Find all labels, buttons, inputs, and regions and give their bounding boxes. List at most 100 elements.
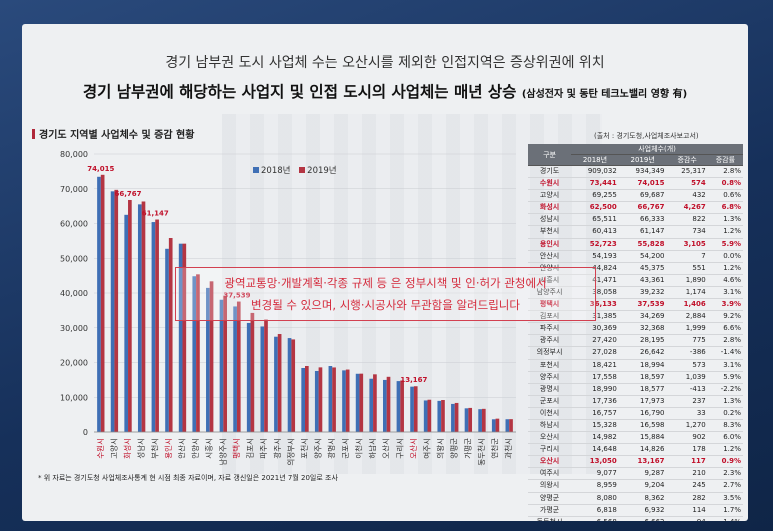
table-body: 경기도 909,032 934,349 25,317 2.8% 수원시 73,441 74,0… (528, 165, 743, 521)
table-cell-v2019: 16,790 (618, 407, 667, 420)
x-tick-label: 의왕시 (435, 438, 445, 459)
table-row: 군포시 17,736 17,973 237 1.3% (528, 395, 743, 408)
data-label: 37,539 (223, 292, 250, 300)
y-tick-label: 60,000 (60, 220, 88, 229)
bar-2018 (491, 419, 496, 432)
table-row: 남양주시 38,058 39,232 1,174 3.1% (528, 286, 743, 300)
disclaimer-line-1: 광역교통망·개발계획·각종 규제 등 은 정부시책 및 인·허가 관청에서 (224, 276, 547, 290)
table-cell-diff: 245 (666, 479, 708, 493)
y-tick-label: 10,000 (60, 393, 88, 402)
x-tick-label: 광명시 (326, 438, 336, 459)
bar-2019 (236, 301, 241, 432)
table-cell-v2018: 27,420 (571, 334, 619, 348)
table-row: 오산시 13,050 13,167 117 0.9% (528, 455, 743, 469)
chart-title-text: 경기도 지역별 사업체수 및 증감 현황 (39, 130, 195, 141)
header-line-2-text: 경기 남부권에 해당하는 사업지 및 인접 도시의 사업체는 매년 상승 (82, 83, 517, 101)
x-tick-label: 수원시 (96, 438, 105, 459)
table-cell-v2019: 9,287 (618, 467, 667, 481)
bar-2018 (396, 381, 401, 432)
table-cell-rate: -1.4% (707, 346, 743, 360)
table-cell-region: 경기도 (528, 165, 572, 179)
table-row: 여주시 9,077 9,287 210 2.3% (528, 467, 743, 481)
table-cell-rate: 5.9% (707, 238, 743, 251)
table-cell-v2019: 13,167 (618, 455, 667, 469)
bar-2018 (219, 299, 224, 432)
x-tick-label: 광주시 (272, 438, 282, 459)
bar-2019 (318, 367, 323, 432)
table-cell-diff: 117 (666, 455, 708, 469)
bar-2019 (196, 274, 200, 432)
bar-2018 (464, 408, 469, 432)
table-cell-diff: 734 (666, 225, 708, 239)
table-row: 용인시 52,723 55,828 3,105 5.9% (528, 238, 743, 251)
table-cell-rate: 1.4% (707, 516, 743, 521)
y-tick-label: 0 (83, 428, 88, 437)
table-row: 부천시 60,413 61,147 734 1.2% (528, 225, 743, 239)
x-tick-label: 안산시 (176, 438, 186, 459)
table-cell-region: 포천시 (528, 359, 572, 372)
table-cell-diff: 282 (666, 492, 708, 505)
table-cell-region: 시흥시 (528, 274, 572, 287)
table-cell-rate: 8.3% (707, 419, 743, 433)
table-cell-region: 구리시 (528, 443, 572, 457)
table-row: 광명시 18,990 18,577 -413 -2.2% (528, 383, 743, 396)
table-cell-region: 화성시 (528, 201, 572, 215)
table-cell-region: 오산시 (528, 455, 572, 469)
table-cell-diff: 551 (666, 262, 708, 275)
bar-2019 (495, 418, 500, 432)
table-cell-v2018: 69,255 (571, 189, 619, 203)
x-tick-label: 평택시 (231, 438, 241, 459)
table-cell-v2018: 18,990 (571, 383, 619, 396)
table-cell-rate: 0.6% (707, 189, 743, 203)
table-cell-diff: 3,105 (666, 238, 708, 251)
table-cell-v2018: 36,133 (571, 298, 619, 312)
table-cell-v2018: 62,500 (571, 201, 619, 215)
bar-2018 (437, 400, 442, 432)
table-cell-region: 이천시 (528, 407, 572, 420)
y-tick-label: 30,000 (60, 324, 88, 333)
bar-2018 (355, 373, 360, 432)
table-row: 구리시 14,648 14,826 178 1.2% (528, 443, 743, 457)
table-cell-rate: 0.8% (707, 177, 743, 191)
legend-label-2018: 2018년 (261, 166, 291, 176)
table-row: 시흥시 41,471 43,361 1,890 4.6% (528, 274, 743, 287)
bar-2018 (137, 204, 142, 432)
table-cell-v2018: 73,441 (571, 177, 619, 191)
bar-2019 (400, 380, 404, 432)
table-cell-v2018: 13,050 (571, 455, 619, 469)
table-cell-diff: -386 (666, 346, 708, 360)
table-cell-rate: 3.1% (707, 359, 743, 372)
table-cell-v2018: 8,959 (571, 479, 619, 493)
x-tick-label: 오산시 (408, 438, 418, 459)
table-head-region: 구분 (528, 144, 572, 166)
table-cell-region: 남양주시 (528, 286, 572, 300)
table-head-diff: 증감수 (666, 154, 708, 166)
bar-2018 (233, 306, 237, 432)
x-tick-label: 군포시 (341, 438, 350, 459)
table-cell-v2018: 41,471 (571, 274, 619, 287)
table-row: 수원시 73,441 74,015 574 0.8% (528, 177, 743, 191)
bar-2018 (451, 403, 455, 432)
table-cell-rate: 1.2% (707, 262, 743, 275)
table-cell-rate: 9.2% (707, 310, 743, 324)
table-cell-diff: 178 (666, 443, 708, 457)
y-tick-label: 80,000 (60, 150, 88, 159)
table-row: 동두천시6,5686,662941.4% (528, 516, 743, 521)
bar-2018 (478, 409, 482, 432)
x-tick-label: 시흥시 (204, 438, 214, 459)
data-label: 74,015 (87, 165, 114, 173)
x-tick-label: 동두천시 (476, 438, 486, 466)
table-row: 안산시 54,193 54,200 7 0.0% (528, 250, 743, 263)
table-cell-diff: 1,174 (666, 286, 708, 300)
bar-2019 (128, 199, 132, 432)
table-cell-v2019: 66,767 (618, 201, 667, 215)
header-line-2: 경기 남부권에 해당하는 사업지 및 인접 도시의 사업체는 매년 상승 (삼성… (22, 80, 748, 102)
data-table: 구분 사업체수(개) 2018년 2019년 증감수 증감률 경기도 909,03… (528, 144, 743, 521)
table-cell-rate: 6.6% (707, 322, 743, 336)
table-cell-v2018: 17,558 (571, 371, 619, 384)
table-cell-v2018: 18,421 (571, 359, 619, 372)
table-cell-rate: 2.8% (707, 165, 743, 179)
table-cell-diff: 1,039 (666, 371, 708, 384)
x-tick-label: 화성시 (123, 438, 132, 459)
x-tick-label: 남양주시 (218, 438, 227, 466)
